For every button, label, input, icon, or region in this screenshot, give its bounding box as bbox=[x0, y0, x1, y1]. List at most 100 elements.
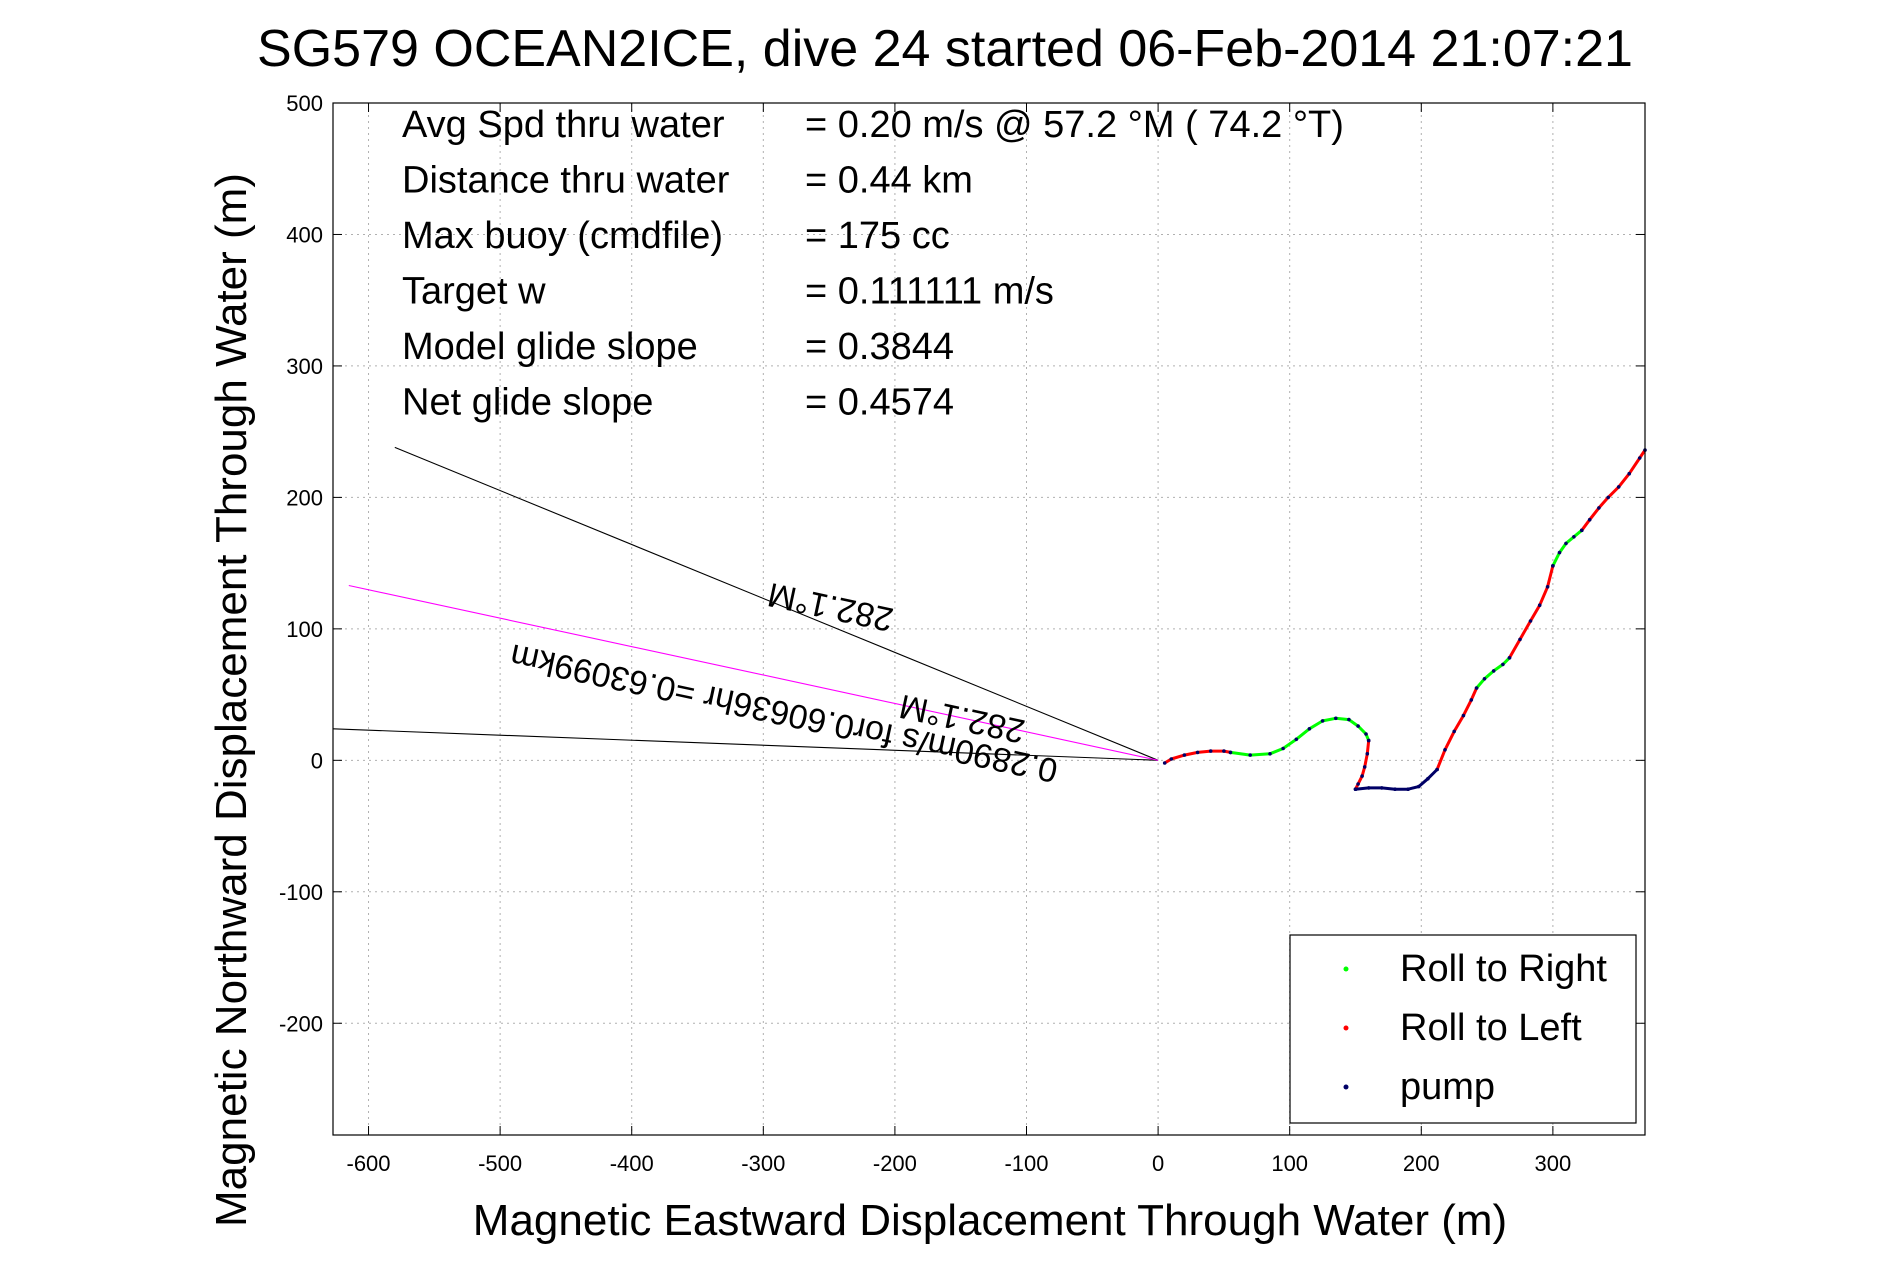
x-tick-label: 200 bbox=[1403, 1151, 1440, 1176]
series-group bbox=[1162, 448, 1647, 791]
series-line-4 bbox=[1435, 686, 1479, 771]
stats-block: Avg Spd thru water = 0.20 m/s @ 57.2 °M (… bbox=[402, 104, 1344, 424]
data-point bbox=[1491, 669, 1496, 673]
data-point bbox=[1162, 761, 1167, 765]
data-point bbox=[1606, 495, 1610, 500]
data-point bbox=[1452, 729, 1456, 734]
data-point bbox=[1587, 517, 1592, 522]
data-point bbox=[1366, 738, 1371, 743]
data-point bbox=[1616, 485, 1621, 489]
series-line-1 bbox=[1229, 716, 1371, 757]
stat-value: = 0.20 m/s @ 57.2 °M ( 74.2 °T) bbox=[805, 104, 1344, 146]
x-tick-label: 0 bbox=[1152, 1151, 1164, 1176]
data-point bbox=[1356, 782, 1360, 786]
y-tick-label: 500 bbox=[286, 91, 323, 116]
legend-marker bbox=[1343, 1084, 1349, 1090]
data-point bbox=[1474, 686, 1479, 690]
series-line-3 bbox=[1354, 768, 1439, 791]
data-point bbox=[1195, 750, 1200, 755]
data-point bbox=[1364, 732, 1368, 736]
data-point bbox=[1380, 786, 1384, 790]
data-point bbox=[1461, 713, 1466, 718]
stat-label: Distance thru water bbox=[402, 160, 730, 202]
legend: Roll to Right Roll to Left pump bbox=[1289, 934, 1637, 1124]
reference-line-2 bbox=[348, 584, 1159, 761]
y-tick-label: 300 bbox=[286, 354, 323, 379]
x-axis-label: Magnetic Eastward Displacement Through W… bbox=[473, 1196, 1507, 1245]
stat-label: Avg Spd thru water bbox=[402, 104, 725, 146]
data-point bbox=[1637, 456, 1642, 460]
data-point bbox=[1564, 541, 1568, 546]
stat-label: Target w bbox=[402, 271, 546, 313]
series-line-6 bbox=[1508, 564, 1555, 660]
data-point bbox=[1362, 765, 1367, 769]
data-point bbox=[1393, 787, 1397, 791]
y-tick-label: 200 bbox=[286, 485, 323, 510]
y-axis-label: Magnetic Northward Displacement Through … bbox=[207, 173, 256, 1227]
legend-marker bbox=[1343, 966, 1349, 972]
stat-value: = 0.4574 bbox=[805, 382, 954, 424]
legend-entry-label: Roll to Right bbox=[1400, 948, 1607, 990]
data-point bbox=[1507, 656, 1512, 660]
data-point bbox=[1443, 748, 1447, 752]
reference-line-0 bbox=[394, 446, 1159, 761]
data-point bbox=[1365, 752, 1370, 756]
data-point bbox=[1268, 752, 1272, 756]
y-tick-label: 100 bbox=[286, 617, 323, 642]
annotations: 0.2890m/s for0.60636hr =0.63099km282.1°M… bbox=[507, 575, 1061, 790]
reference-line-1 bbox=[332, 728, 1159, 761]
data-point bbox=[1528, 619, 1533, 623]
x-axis-ticks: -600 -500 -400 -300 -200 -100 0 100 200 300 bbox=[347, 103, 1572, 1176]
data-point bbox=[1597, 506, 1601, 510]
x-tick-label: 300 bbox=[1535, 1151, 1572, 1176]
data-point bbox=[1518, 637, 1522, 642]
data-point bbox=[1426, 776, 1430, 781]
x-tick-label: -200 bbox=[873, 1151, 917, 1176]
stat-value: = 0.111111 m/s bbox=[805, 271, 1054, 313]
x-tick-label: 100 bbox=[1271, 1151, 1308, 1176]
data-point bbox=[1435, 767, 1439, 772]
data-point bbox=[1366, 786, 1371, 790]
stat-label: Max buoy (cmdfile) bbox=[402, 215, 723, 257]
legend-marker bbox=[1343, 1025, 1349, 1031]
data-point bbox=[1557, 550, 1562, 555]
y-tick-label: 0 bbox=[311, 748, 323, 773]
data-point bbox=[1347, 717, 1351, 722]
legend-entry-label: pump bbox=[1400, 1066, 1495, 1108]
data-point bbox=[1248, 753, 1252, 757]
series-line-2 bbox=[1354, 739, 1371, 791]
data-point bbox=[1545, 585, 1550, 589]
legend-entry-label: Roll to Left bbox=[1400, 1007, 1582, 1049]
data-point bbox=[1208, 749, 1213, 753]
y-tick-label: -200 bbox=[279, 1011, 323, 1036]
data-point bbox=[1356, 724, 1360, 728]
data-point bbox=[1222, 749, 1226, 753]
stat-value: = 0.44 km bbox=[805, 160, 973, 202]
plot-area-frame bbox=[332, 102, 1646, 1136]
stat-value: = 0.3844 bbox=[805, 326, 954, 368]
data-point bbox=[1228, 750, 1233, 755]
reference-lines bbox=[332, 446, 1159, 761]
data-point bbox=[1482, 677, 1487, 681]
data-point bbox=[1537, 603, 1542, 607]
data-point bbox=[1294, 737, 1299, 742]
data-point bbox=[1469, 698, 1474, 702]
data-point bbox=[1627, 471, 1631, 476]
x-tick-label: -600 bbox=[347, 1151, 391, 1176]
data-point bbox=[1182, 753, 1187, 757]
stat-label: Model glide slope bbox=[402, 326, 698, 368]
data-point bbox=[1353, 787, 1358, 791]
data-point bbox=[1360, 774, 1364, 778]
data-point bbox=[1320, 719, 1325, 723]
stat-value: = 175 cc bbox=[805, 215, 950, 257]
data-point bbox=[1416, 784, 1421, 789]
y-axis-ticks: -200 -100 0 100 200 300 400 500 bbox=[279, 91, 1645, 1036]
data-point bbox=[1501, 662, 1505, 667]
y-tick-label: -100 bbox=[279, 880, 323, 905]
data-point bbox=[1334, 716, 1338, 721]
y-tick-label: 400 bbox=[286, 222, 323, 247]
x-tick-label: -100 bbox=[1004, 1151, 1048, 1176]
x-tick-label: -400 bbox=[610, 1151, 654, 1176]
data-point bbox=[1307, 727, 1312, 731]
